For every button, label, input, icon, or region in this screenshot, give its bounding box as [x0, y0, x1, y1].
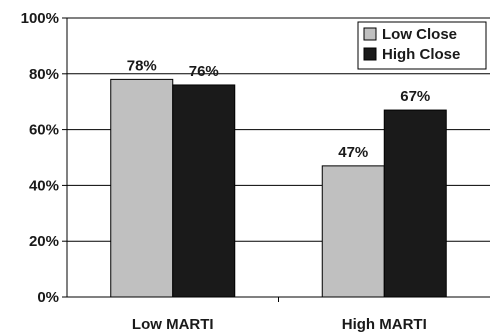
y-tick-label: 0% — [37, 289, 59, 306]
legend-label: Low Close — [382, 26, 457, 43]
legend-swatch — [363, 47, 377, 61]
y-tick-label: 80% — [29, 66, 59, 83]
category-label: High MARTI — [342, 316, 427, 333]
data-label: 78% — [127, 57, 157, 74]
legend-box — [357, 21, 487, 70]
bar — [110, 78, 174, 298]
category-labels: Low MARTI High MARTI — [132, 316, 427, 333]
y-tick-labels: 0% 20% 40% 60% 80% 100% — [21, 10, 59, 306]
bars — [110, 78, 447, 298]
bar — [383, 109, 447, 298]
axes — [62, 17, 490, 302]
legend-label: High Close — [382, 46, 460, 63]
bar — [321, 165, 385, 298]
y-tick-label: 20% — [29, 233, 59, 250]
bar — [172, 84, 236, 298]
legend: Low Close High Close — [357, 21, 487, 70]
data-labels: 78% 76% 47% 67% — [127, 57, 431, 160]
legend-swatch — [363, 27, 377, 41]
data-label: 76% — [189, 63, 219, 80]
y-tick-label: 60% — [29, 122, 59, 139]
y-tick-label: 40% — [29, 177, 59, 194]
data-label: 67% — [400, 88, 430, 105]
y-tick-label: 100% — [21, 10, 59, 27]
category-label: Low MARTI — [132, 316, 214, 333]
data-label: 47% — [338, 144, 368, 161]
